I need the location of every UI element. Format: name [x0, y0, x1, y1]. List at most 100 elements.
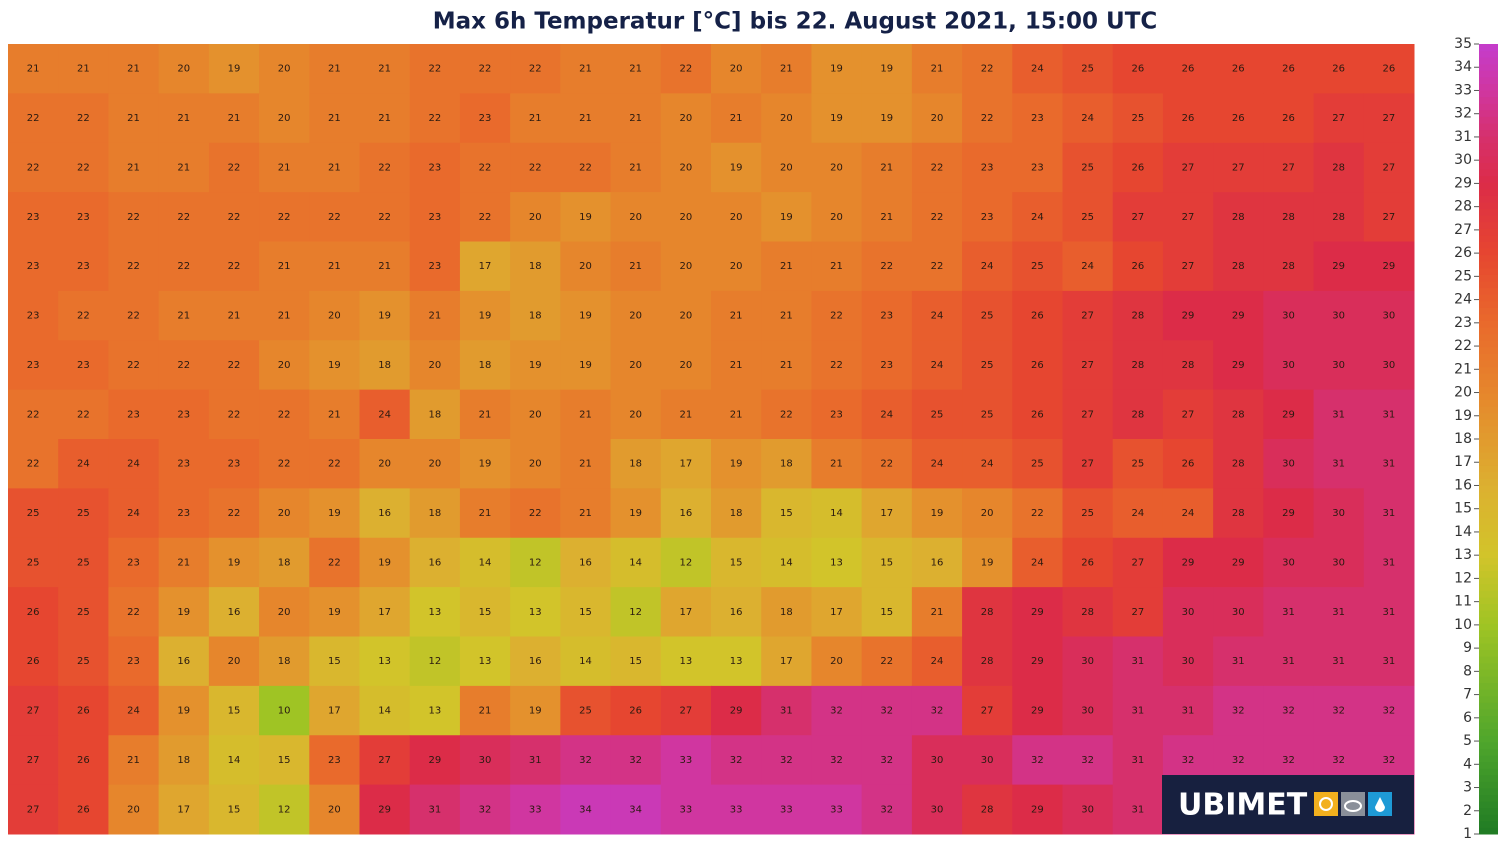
colorbar-segment — [1479, 715, 1498, 723]
colorbar-segment — [1479, 722, 1498, 730]
temp-cell — [309, 784, 360, 835]
temp-cell — [309, 241, 360, 292]
temp-label: 26 — [1383, 64, 1396, 75]
temp-label: 30 — [981, 755, 994, 766]
colorbar-segment — [1479, 195, 1498, 203]
temp-cell — [610, 192, 662, 242]
temp-cell — [158, 488, 210, 539]
temp-label: 21 — [378, 113, 391, 124]
temp-cell — [1313, 636, 1365, 687]
temp-label: 24 — [880, 409, 893, 420]
temp-label: 18 — [529, 261, 542, 272]
temp-label: 21 — [931, 607, 944, 618]
colorbar-label: 22 — [1454, 338, 1472, 354]
temp-label: 29 — [1232, 311, 1245, 322]
temp-label: 24 — [1031, 212, 1044, 223]
temp-label: 24 — [981, 261, 994, 272]
temp-cell — [761, 735, 812, 786]
temp-cell — [560, 93, 612, 144]
colorbar-segment — [1479, 136, 1498, 144]
temp-cell — [962, 784, 1013, 835]
temp-cell — [861, 389, 913, 440]
temp-cell — [158, 735, 210, 786]
temp-label: 15 — [479, 607, 492, 618]
temp-label: 31 — [1131, 706, 1144, 717]
temp-cell — [911, 44, 963, 94]
temp-cell — [459, 93, 511, 144]
temp-label: 23 — [981, 162, 994, 173]
temp-label: 19 — [479, 459, 492, 470]
temp-label: 25 — [27, 557, 40, 568]
temp-label: 28 — [1232, 261, 1245, 272]
temp-label: 31 — [1383, 459, 1396, 470]
temp-cell — [1363, 340, 1415, 391]
temp-cell — [861, 735, 913, 786]
temp-cell — [1313, 93, 1365, 144]
temp-cell — [911, 537, 963, 588]
temp-cell — [58, 142, 109, 193]
temp-label: 18 — [780, 607, 793, 618]
temp-label: 26 — [1232, 113, 1245, 124]
temp-label: 22 — [177, 360, 190, 371]
temp-cell — [861, 636, 913, 687]
colorbar-segment — [1479, 175, 1498, 183]
colorbar-label: 4 — [1463, 756, 1472, 772]
temp-label: 24 — [931, 311, 944, 322]
temp-cell — [1162, 340, 1214, 391]
temp-label: 25 — [1081, 508, 1094, 519]
temp-label: 32 — [1232, 755, 1245, 766]
temp-label: 26 — [1031, 311, 1044, 322]
temp-cell — [8, 241, 59, 292]
temp-label: 28 — [1131, 311, 1144, 322]
temp-label: 33 — [680, 804, 693, 815]
temp-cell — [259, 439, 310, 489]
temp-label: 30 — [1182, 607, 1195, 618]
temp-cell — [108, 290, 160, 341]
temp-label: 21 — [328, 64, 341, 75]
colorbar-segment — [1479, 353, 1498, 361]
temp-cell — [1162, 537, 1214, 588]
temp-label: 22 — [228, 508, 241, 519]
temp-cell — [510, 93, 561, 144]
temp-label: 31 — [1383, 656, 1396, 667]
colorbar-segment — [1479, 689, 1498, 697]
colorbar-segment — [1479, 234, 1498, 242]
temp-label: 24 — [1081, 261, 1094, 272]
temp-label: 20 — [680, 113, 693, 124]
temp-label: 14 — [479, 557, 492, 568]
temp-cell — [1263, 389, 1315, 440]
temp-label: 19 — [629, 508, 642, 519]
temp-cell — [1012, 389, 1063, 440]
colorbar-segment — [1479, 577, 1498, 585]
colorbar-label: 23 — [1454, 315, 1472, 331]
temp-cell — [761, 636, 812, 687]
colorbar-label: 15 — [1454, 501, 1472, 517]
title: Max 6h Temperatur [°C] bis 22. August 20… — [433, 9, 1158, 35]
temp-cell — [660, 587, 712, 637]
temp-label: 22 — [680, 64, 693, 75]
temp-label: 22 — [27, 409, 40, 420]
temp-cell — [660, 93, 712, 144]
drop-glyph — [1375, 797, 1385, 812]
temp-cell — [359, 290, 411, 341]
temp-cell — [409, 439, 461, 489]
temp-label: 19 — [328, 360, 341, 371]
temp-label: 19 — [328, 508, 341, 519]
temp-cell — [962, 735, 1013, 786]
temp-label: 23 — [830, 409, 843, 420]
temp-cell — [1363, 389, 1415, 440]
temp-cell — [208, 44, 260, 94]
temp-label: 26 — [1131, 64, 1144, 75]
temp-cell — [208, 587, 260, 637]
temp-label: 27 — [1081, 459, 1094, 470]
temp-cell — [1162, 142, 1214, 193]
temp-cell — [911, 93, 963, 144]
temp-cell — [1162, 44, 1214, 94]
temp-cell — [409, 784, 461, 835]
temp-label: 32 — [479, 804, 492, 815]
colorbar-segment — [1479, 129, 1498, 137]
temp-cell — [711, 735, 762, 786]
temp-cell — [1263, 290, 1315, 341]
temp-label: 23 — [77, 261, 90, 272]
colorbar-segment — [1479, 537, 1498, 545]
